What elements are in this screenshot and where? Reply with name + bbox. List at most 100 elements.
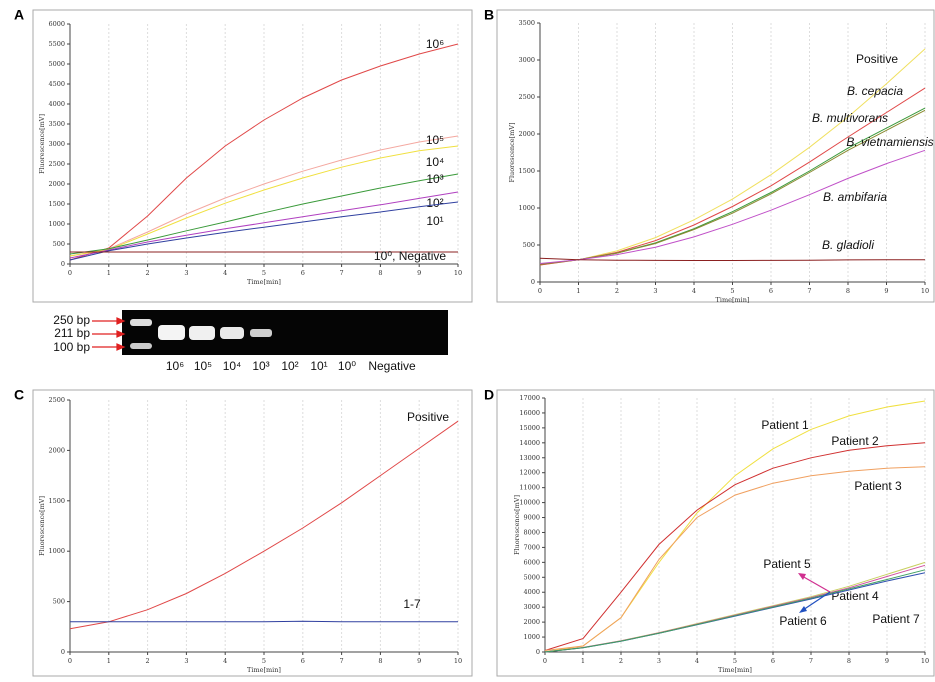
panel-label: A <box>14 7 24 23</box>
x-tick-label: 5 <box>262 269 266 277</box>
x-tick-label: 8 <box>847 657 851 665</box>
series-label: Positive <box>856 52 898 66</box>
x-tick-label: 3 <box>657 657 661 665</box>
y-tick-label: 2500 <box>48 160 65 168</box>
x-tick-label: 10 <box>454 269 462 277</box>
y-tick-label: 4000 <box>523 588 540 596</box>
y-tick-label: 1000 <box>518 204 535 212</box>
x-tick-label: 6 <box>301 269 305 277</box>
series-label: 10² <box>426 196 443 210</box>
y-tick-label: 6000 <box>523 558 540 566</box>
x-tick-label: 5 <box>730 287 734 295</box>
panel-label: C <box>14 387 24 403</box>
series-label: 10⁴ <box>426 155 445 169</box>
y-tick-label: 7000 <box>523 543 540 551</box>
gel-image: 250 bp 211 bp 100 bp 10⁶ 10⁵ 10⁴ 10³ 10²… <box>53 310 448 373</box>
y-tick-label: 14000 <box>519 439 540 447</box>
y-tick-label: 1000 <box>48 547 65 555</box>
x-axis-label: Time[min] <box>247 278 281 286</box>
x-tick-label: 9 <box>884 287 888 295</box>
x-tick-label: 10 <box>921 657 929 665</box>
x-tick-label: 6 <box>769 287 773 295</box>
y-tick-label: 1500 <box>48 497 65 505</box>
x-axis-label: Time[min] <box>247 666 281 674</box>
ladder-band <box>130 343 152 349</box>
lane-label: 10³ <box>252 359 269 373</box>
x-tick-label: 5 <box>262 657 266 665</box>
y-tick-label: 3500 <box>518 19 535 27</box>
x-tick-label: 2 <box>619 657 623 665</box>
x-tick-label: 4 <box>695 657 699 665</box>
x-tick-label: 8 <box>378 269 382 277</box>
series-label: B. multivorans <box>812 111 888 125</box>
y-tick-label: 0 <box>536 648 540 656</box>
x-tick-label: 2 <box>146 657 150 665</box>
y-tick-label: 0 <box>531 278 535 286</box>
x-tick-label: 1 <box>581 657 585 665</box>
x-tick-label: 5 <box>733 657 737 665</box>
y-tick-label: 0 <box>61 260 65 268</box>
y-axis-label: Fluorescence[mV] <box>38 496 46 556</box>
series-label: 10⁰, Negative <box>374 249 447 263</box>
panel-frame <box>33 390 472 676</box>
y-tick-label: 16000 <box>519 409 540 417</box>
lane-label: 10⁰ <box>338 359 356 373</box>
series-label: 1-7 <box>403 597 421 611</box>
y-tick-label: 12000 <box>519 469 540 477</box>
y-tick-label: 2000 <box>48 180 65 188</box>
series-label: Positive <box>407 410 449 424</box>
x-tick-label: 9 <box>417 269 421 277</box>
series-label: 10¹ <box>426 214 443 228</box>
y-axis-label: Fluorescence[mV] <box>508 122 516 182</box>
series-label: Patient 1 <box>761 418 809 432</box>
y-tick-label: 10000 <box>519 499 540 507</box>
y-tick-label: 2000 <box>48 446 65 454</box>
y-tick-label: 13000 <box>519 454 540 462</box>
y-tick-label: 2500 <box>518 93 535 101</box>
y-tick-label: 15000 <box>519 424 540 432</box>
y-tick-label: 1500 <box>518 167 535 175</box>
y-tick-label: 500 <box>523 241 535 249</box>
y-tick-label: 6000 <box>48 20 65 28</box>
x-tick-label: 0 <box>538 287 542 295</box>
x-tick-label: 1 <box>107 269 111 277</box>
x-tick-label: 9 <box>885 657 889 665</box>
x-tick-label: 1 <box>107 657 111 665</box>
y-tick-label: 5500 <box>48 40 65 48</box>
x-tick-label: 6 <box>301 657 305 665</box>
lane-label: 10⁶ <box>166 359 184 373</box>
ladder-label: 100 bp <box>53 340 90 354</box>
lane-label: 10⁴ <box>223 359 242 373</box>
x-tick-label: 7 <box>340 269 344 277</box>
series-label: B. vietnamiensis <box>846 135 933 149</box>
ladder-label: 211 bp <box>54 326 90 340</box>
y-axis-label: Fluorescence[mV] <box>38 114 46 174</box>
x-tick-label: 4 <box>223 269 227 277</box>
x-axis-label: Time[min] <box>716 296 750 304</box>
x-tick-label: 8 <box>378 657 382 665</box>
y-tick-label: 9000 <box>523 514 540 522</box>
x-tick-label: 10 <box>454 657 462 665</box>
x-tick-label: 9 <box>417 657 421 665</box>
y-tick-label: 11000 <box>519 484 540 492</box>
ladder-band <box>130 319 152 326</box>
series-label: Patient 6 <box>779 614 827 628</box>
series-label: Patient 3 <box>854 479 902 493</box>
y-tick-label: 1000 <box>48 220 65 228</box>
x-tick-label: 4 <box>223 657 227 665</box>
panel-frame <box>497 390 934 676</box>
y-tick-label: 2000 <box>518 130 535 138</box>
x-tick-label: 7 <box>807 287 811 295</box>
y-tick-label: 17000 <box>519 394 540 402</box>
y-tick-label: 3500 <box>48 120 65 128</box>
x-tick-label: 0 <box>543 657 547 665</box>
x-tick-label: 7 <box>340 657 344 665</box>
series-label: 10⁵ <box>426 133 444 147</box>
gel-arrows <box>92 318 124 350</box>
x-axis-label: Time[min] <box>718 666 752 674</box>
series-label: B. ambifaria <box>823 190 887 204</box>
